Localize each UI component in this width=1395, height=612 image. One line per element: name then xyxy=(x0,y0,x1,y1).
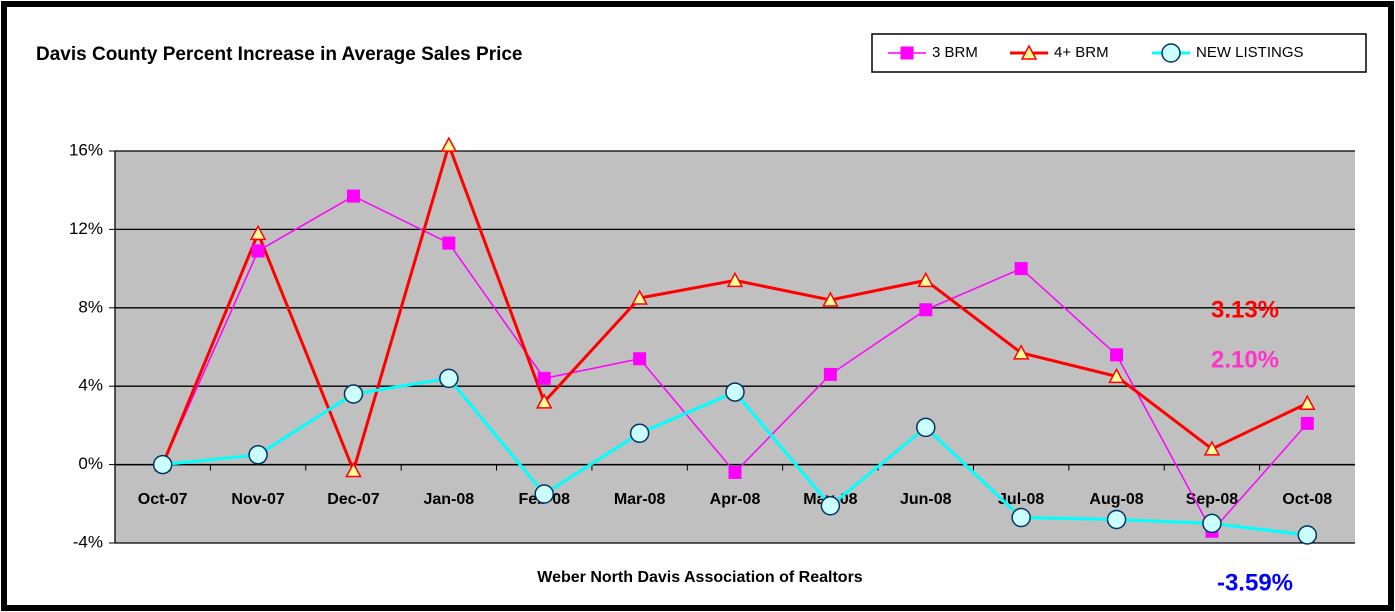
x-tick-label: Aug-08 xyxy=(1089,491,1143,508)
y-tick-label: 16% xyxy=(69,140,103,159)
data-point xyxy=(823,367,837,381)
x-tick-label: Jan-08 xyxy=(423,491,474,508)
data-point xyxy=(343,384,364,404)
annotation: -3.59% xyxy=(1217,569,1293,596)
data-point xyxy=(1297,525,1318,545)
y-tick-label: 8% xyxy=(78,297,103,316)
x-tick-label: Jun-08 xyxy=(900,491,952,508)
legend-label: NEW LISTINGS xyxy=(1196,44,1304,61)
legend xyxy=(871,33,1367,73)
x-tick-label: Nov-07 xyxy=(231,491,284,508)
plot-area xyxy=(115,151,1355,543)
legend-label: 4+ BRM xyxy=(1054,44,1109,61)
chart-title: Davis County Percent Increase in Average… xyxy=(36,44,523,65)
y-tick-label: 4% xyxy=(78,376,103,395)
data-point xyxy=(725,382,745,402)
data-point xyxy=(535,393,553,409)
x-tick-label: Mar-08 xyxy=(614,491,666,508)
y-tick-label: 0% xyxy=(78,454,103,473)
data-point xyxy=(440,136,458,152)
data-point xyxy=(916,417,936,438)
data-point xyxy=(820,496,841,516)
x-tick-label: Oct-08 xyxy=(1282,491,1332,508)
y-tick-label: -4% xyxy=(73,532,103,551)
data-point xyxy=(1203,440,1221,456)
data-point xyxy=(629,423,650,443)
data-point xyxy=(633,352,647,366)
data-point xyxy=(631,289,648,305)
legend-marker xyxy=(1020,44,1038,60)
legend-label: 3 BRM xyxy=(932,44,978,61)
legend-marker xyxy=(900,46,914,60)
data-point xyxy=(346,189,360,203)
data-point xyxy=(345,461,362,478)
data-point xyxy=(917,271,935,288)
x-axis-label: Weber North Davis Association of Realtor… xyxy=(537,569,863,586)
annotation: 3.13% xyxy=(1211,296,1279,323)
data-point xyxy=(248,445,268,465)
data-point xyxy=(534,484,554,504)
data-point xyxy=(822,291,839,307)
x-tick-label: Sep-08 xyxy=(1186,491,1239,508)
legend-marker xyxy=(1161,43,1181,63)
x-tick-label: Apr-08 xyxy=(710,491,761,508)
data-point xyxy=(1299,394,1316,411)
data-point xyxy=(249,224,267,241)
data-point xyxy=(439,368,459,389)
x-tick-label: Dec-07 xyxy=(327,491,380,508)
data-point xyxy=(1014,262,1028,276)
data-point xyxy=(1300,416,1314,430)
data-point xyxy=(1202,513,1222,534)
data-point xyxy=(1108,367,1125,384)
data-point xyxy=(442,236,456,250)
data-point xyxy=(537,371,551,385)
data-point xyxy=(1110,348,1124,362)
data-point xyxy=(1106,509,1127,530)
x-tick-label: Jul-08 xyxy=(998,491,1044,508)
data-point xyxy=(726,271,744,288)
data-point xyxy=(1012,344,1030,360)
data-point xyxy=(919,303,933,317)
y-tick-label: 12% xyxy=(69,219,103,238)
annotation: 2.10% xyxy=(1211,346,1279,373)
data-point xyxy=(1011,507,1031,528)
data-point xyxy=(728,465,742,479)
x-tick-label: Oct-07 xyxy=(138,491,188,508)
data-point xyxy=(152,454,173,475)
data-point xyxy=(251,244,265,258)
